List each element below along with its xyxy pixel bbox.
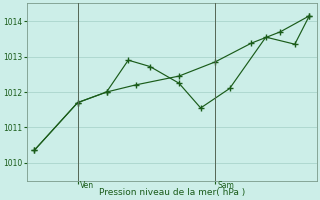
X-axis label: Pression niveau de la mer( hPa ): Pression niveau de la mer( hPa ) — [99, 188, 245, 197]
Text: Sam: Sam — [217, 181, 234, 190]
Text: Ven: Ven — [80, 181, 94, 190]
